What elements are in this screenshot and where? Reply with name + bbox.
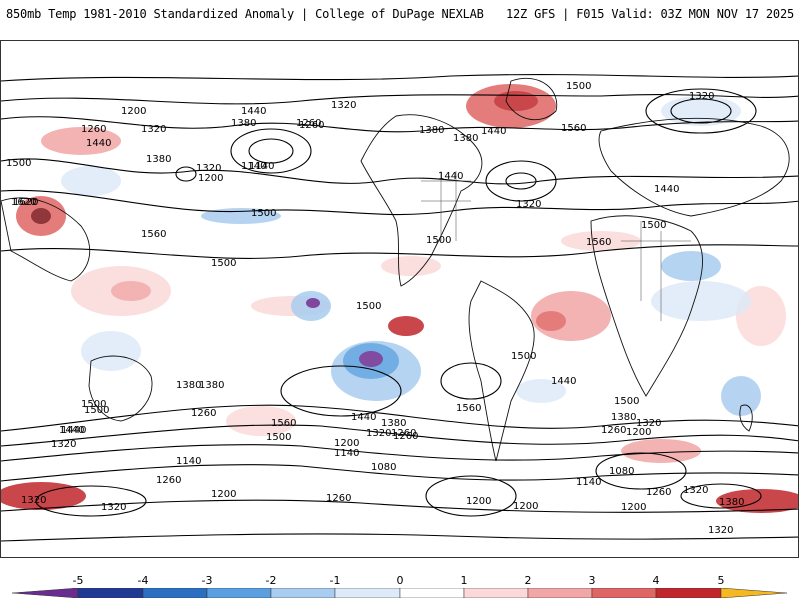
contour-label: 1440: [654, 184, 679, 195]
contour-label: 1500: [426, 235, 451, 246]
contour-label: 1500: [356, 301, 381, 312]
colorbar-gradient: [11, 588, 788, 598]
contour-label: 1320: [101, 502, 126, 513]
contour-label: 1260: [393, 431, 418, 442]
contour-label: 1380: [231, 118, 256, 129]
contour-label: 1260: [299, 120, 324, 131]
contour-label: 1380: [199, 380, 224, 391]
contour-label: 1380: [453, 133, 478, 144]
coastlines: [1, 77, 790, 462]
contour-label: 1560: [586, 237, 611, 248]
contour-label: 1200: [198, 173, 223, 184]
contour-label: 1320: [636, 418, 661, 429]
contour-label: 1500: [81, 399, 106, 410]
contour-label: 1440: [241, 106, 266, 117]
contour-label: 1080: [609, 466, 634, 477]
contour-label: 1380: [419, 125, 444, 136]
contour-label: 1380: [146, 154, 171, 165]
contour-label: 1500: [566, 81, 591, 92]
contour-label: 1200: [621, 502, 646, 513]
weather-map[interactable]: 1200 1260 1320 1380 1440 1500 1560 1620 …: [0, 40, 799, 558]
contour-label: 1260: [326, 493, 351, 504]
contour-label: 1200: [466, 496, 491, 507]
contour-label: 1440: [59, 425, 84, 436]
contour-label: 1440: [438, 171, 463, 182]
contour-label: 1140: [176, 456, 201, 467]
contour-label: 1260: [81, 124, 106, 135]
colorbar-tick-label: 5: [717, 574, 725, 587]
contour-label: 1320: [331, 100, 356, 111]
colorbar-tick-label: -5: [72, 574, 84, 587]
contour-labels: 1200 1260 1320 1380 1440 1500 1560 1620 …: [6, 81, 744, 536]
colorbar-tick-label: -1: [329, 574, 341, 587]
colorbar-tick-label: -4: [137, 574, 149, 587]
contour-label: 1560: [561, 123, 586, 134]
contour-label: 1440: [61, 425, 86, 436]
contour-label: 1320: [683, 485, 708, 496]
contour-label: 1140: [576, 477, 601, 488]
colorbar-tick-label: 1: [460, 574, 468, 587]
contour-label: 1440: [86, 138, 111, 149]
contour-label: 1260: [601, 425, 626, 436]
colorbar-tick-label: -3: [201, 574, 213, 587]
height-contours: [1, 74, 798, 542]
contour-label: 1260: [156, 475, 181, 486]
anomaly-map-svg: 1200 1260 1320 1380 1440 1500 1560 1620 …: [1, 74, 798, 542]
contour-label: 1200: [334, 438, 359, 449]
contour-label: 1320: [708, 525, 733, 536]
contour-label: 1320: [141, 124, 166, 135]
contour-label: 1380: [381, 418, 406, 429]
contour-label: 1500: [266, 432, 291, 443]
contour-label: 1320: [196, 163, 221, 174]
contour-label: 1200: [513, 501, 538, 512]
contour-label: 1140: [241, 161, 266, 172]
contour-label: 1560: [271, 418, 296, 429]
contour-label: 1260: [191, 408, 216, 419]
contour-label: 1620: [11, 197, 36, 208]
map-title: 850mb Temp 1981-2010 Standardized Anomal…: [6, 7, 484, 21]
contour-label: 1380: [719, 497, 744, 508]
contour-label: 1260: [646, 487, 671, 498]
header: 850mb Temp 1981-2010 Standardized Anomal…: [0, 0, 800, 36]
contour-label: 1260: [296, 118, 321, 129]
contour-label: 1140: [334, 448, 359, 459]
colorbar-tick-label: 4: [652, 574, 660, 587]
contour-label: 1440: [351, 412, 376, 423]
contour-label: 1500: [614, 396, 639, 407]
contour-label: 1380: [176, 380, 201, 391]
contour-label: 1260: [391, 428, 416, 439]
contour-label: 1620: [13, 197, 38, 208]
contour-label: 1500: [251, 208, 276, 219]
colorbar-tick-label: 0: [396, 574, 404, 587]
warm-anomaly-areas: [1, 84, 798, 513]
contour-label: 1500: [211, 258, 236, 269]
colorbar-tick-label: 2: [524, 574, 532, 587]
contour-label: 1500: [511, 351, 536, 362]
contour-label: 1080: [371, 462, 396, 473]
contour-label: 1200: [211, 489, 236, 500]
contour-label: 1440: [551, 376, 576, 387]
contour-label: 1320: [689, 91, 714, 102]
contour-label: 1440: [481, 126, 506, 137]
contour-label: 1200: [626, 427, 651, 438]
contour-label: 1200: [121, 106, 146, 117]
contour-label: 1500: [641, 220, 666, 231]
colorbar: -5 -4 -3 -2 -1 0 1 2 3 4 5: [0, 572, 800, 600]
contour-label: 1320: [51, 439, 76, 450]
colorbar-tick-label: -2: [265, 574, 277, 587]
contour-label: 1320: [21, 495, 46, 506]
contour-label: 1320: [366, 428, 391, 439]
contour-label: 1380: [611, 412, 636, 423]
contour-label: 1320: [516, 199, 541, 210]
contour-label: 1500: [84, 405, 109, 416]
colorbar-tick-label: 3: [588, 574, 596, 587]
contour-label: 1500: [6, 158, 31, 169]
political-borders: [421, 171, 691, 321]
model-valid-time: 12Z GFS | F015 Valid: 03Z MON NOV 17 202…: [505, 7, 794, 21]
contour-label: 1560: [141, 229, 166, 240]
contour-label: 1140: [249, 161, 274, 172]
contour-label: 1560: [456, 403, 481, 414]
